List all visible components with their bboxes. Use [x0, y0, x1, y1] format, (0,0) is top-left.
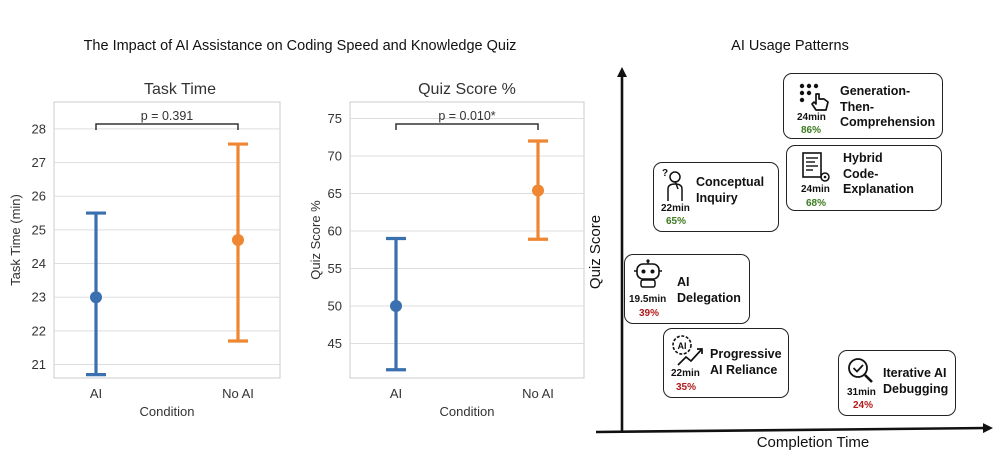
y-tick-labels: 45 50 55 60 65 70 75 — [328, 111, 342, 351]
chart-title: Quiz Score % — [418, 81, 516, 98]
score-value: 68% — [806, 198, 827, 209]
y-tick-label: 26 — [32, 189, 46, 204]
time-value: 31min — [847, 387, 876, 398]
pattern-card-progressive-ai-reliance: AI 22min 35% Progressive AI Reliance — [663, 328, 789, 398]
score-value: 35% — [676, 382, 697, 393]
y-tick-label: 50 — [328, 299, 342, 314]
usage-patterns-chart: Completion Time Quiz Score — [587, 67, 993, 451]
thinking-person-icon: ? — [662, 168, 683, 201]
svg-text:AI: AI — [678, 341, 687, 351]
y-tick-label: 70 — [328, 149, 342, 164]
x-tick-labels: AI No AI — [390, 386, 554, 401]
y-tick-label: 23 — [32, 290, 46, 305]
usage-patterns-title: AI Usage Patterns — [731, 38, 849, 54]
x-tick-labels: AI No AI — [90, 386, 254, 401]
pattern-card-hybrid-code-explanation: 24min 68% Hybrid Code- Explanation — [786, 145, 942, 211]
significance-bracket — [395, 123, 539, 130]
grid-lines — [350, 118, 584, 344]
mean-point — [390, 300, 402, 312]
score-value: 86% — [801, 125, 822, 136]
x-axis-label: Condition — [440, 404, 495, 419]
y-tick-label: 65 — [328, 186, 342, 201]
pattern-label: Generation- Then- Comprehension — [840, 84, 936, 129]
task-time-chart: Task Time 21 22 23 24 25 26 27 28 AI No AI p = 0… — [8, 81, 281, 419]
y-tick-label: 45 — [328, 336, 342, 351]
x-tick-label: No AI — [222, 386, 254, 401]
quiz-score-chart: Quiz Score % 45 50 55 60 65 70 75 AI No AI p = … — [308, 81, 585, 419]
y-tick-label: 55 — [328, 261, 342, 276]
score-value: 24% — [853, 400, 874, 411]
p-value-annotation: p = 0.391 — [141, 109, 194, 123]
mean-point — [232, 234, 244, 246]
ai-gear-trend-icon: AI — [672, 335, 703, 366]
plot-area — [349, 101, 585, 379]
robot-icon — [634, 259, 662, 288]
pattern-label: Progressive AI Reliance — [710, 347, 782, 377]
y-tick-labels: 21 22 23 24 25 26 27 28 — [32, 121, 46, 372]
pattern-label: Iterative AI Debugging — [883, 366, 949, 396]
time-value: 24min — [797, 112, 826, 123]
time-value: 24min — [801, 184, 830, 195]
mean-point — [90, 291, 102, 304]
mean-point — [532, 184, 544, 197]
pointer-hand-grid-icon — [799, 83, 829, 111]
significance-bracket — [95, 123, 239, 130]
x-axis-label: Condition — [140, 404, 195, 419]
x-tick-label: No AI — [522, 386, 554, 401]
p-value-annotation: p = 0.010* — [438, 109, 495, 123]
pattern-label: Hybrid Code- Explanation — [843, 151, 914, 196]
error-bar-marks — [386, 139, 548, 372]
y-axis-label: Quiz Score % — [308, 200, 323, 280]
y-tick-label: 24 — [32, 256, 46, 271]
plot-area — [53, 101, 281, 379]
time-value: 22min — [671, 368, 700, 379]
pattern-card-ai-delegation: 19.5min 39% AI Delegation — [624, 254, 750, 324]
y-axis-label: Task Time (min) — [8, 194, 23, 286]
time-value: 19.5min — [629, 294, 667, 305]
grid-lines — [54, 128, 280, 366]
y-tick-label: 27 — [32, 155, 46, 170]
x-axis-arrow — [595, 423, 993, 434]
y-tick-label: 25 — [32, 222, 46, 237]
pattern-card-conceptual-inquiry: ? 22min 65% Conceptual Inquiry — [653, 162, 779, 232]
main-title: The Impact of AI Assistance on Coding Sp… — [83, 38, 517, 54]
chart-title: Task Time — [144, 81, 216, 98]
y-tick-label: 60 — [328, 224, 342, 239]
y-tick-label: 21 — [32, 357, 46, 372]
pattern-label: AI Delegation — [677, 275, 741, 305]
pattern-label: Conceptual Inquiry — [696, 175, 765, 205]
x-tick-label: AI — [90, 386, 102, 401]
svg-text:?: ? — [662, 168, 668, 179]
y-axis-label: Quiz Score — [587, 215, 604, 289]
pattern-card-iterative-ai-debugging: 31min 24% Iterative AI Debugging — [838, 350, 956, 416]
y-tick-label: 28 — [32, 121, 46, 136]
score-value: 65% — [666, 216, 687, 227]
magnifier-check-icon — [848, 358, 873, 383]
y-tick-label: 75 — [328, 111, 342, 126]
score-value: 39% — [639, 308, 660, 319]
code-document-icon — [802, 152, 830, 182]
pattern-card-generation-then-comprehension: 24min 86% Generation- Then- Comprehensio… — [783, 73, 943, 139]
error-bar-marks — [86, 142, 248, 377]
x-tick-label: AI — [390, 386, 402, 401]
x-axis-label: Completion Time — [757, 434, 870, 451]
time-value: 22min — [661, 203, 690, 214]
y-tick-label: 22 — [32, 323, 46, 338]
